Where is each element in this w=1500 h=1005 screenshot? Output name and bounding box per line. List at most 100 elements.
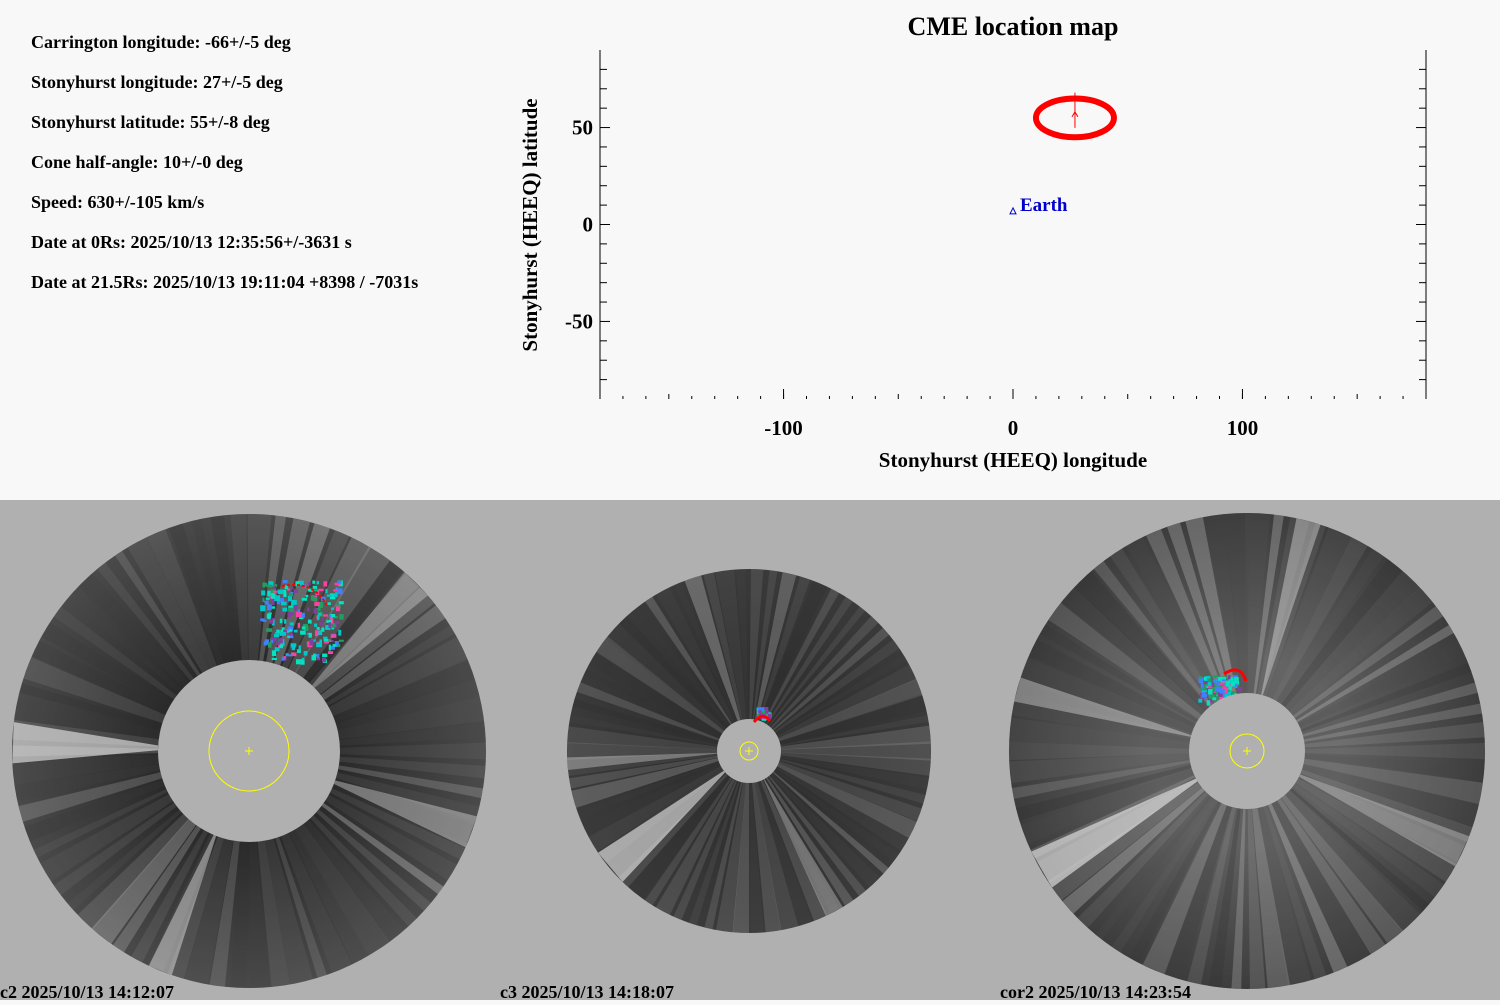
cor2-streamer bbox=[1304, 722, 1485, 748]
cor2-detection-pixel bbox=[1228, 685, 1232, 690]
c2-detection-pixel bbox=[300, 630, 306, 635]
c2-detection-pixel bbox=[313, 608, 318, 614]
c2-detection-pixel bbox=[274, 584, 278, 587]
c2-streamer bbox=[53, 802, 177, 896]
c2-streamer bbox=[249, 841, 270, 988]
c2-detection-pixel bbox=[298, 580, 304, 586]
c2-detection-pixel bbox=[303, 624, 309, 631]
y-axis-label: Stonyhurst (HEEQ) latitude bbox=[518, 98, 542, 351]
cor2-streamer bbox=[1039, 624, 1198, 723]
c3-streamer bbox=[754, 781, 799, 931]
c2-streamer bbox=[77, 813, 190, 930]
c3-streamer bbox=[778, 761, 922, 822]
cor2-detection-pixel bbox=[1198, 697, 1205, 700]
c2-streamer bbox=[78, 573, 189, 688]
c2-streamer bbox=[302, 819, 405, 943]
cor2-streamer bbox=[1015, 764, 1192, 821]
cor2-label: cor2 2025/10/13 14:23:54 bbox=[1000, 982, 1191, 1002]
c2-detection-pixel bbox=[266, 628, 273, 632]
cor2-detection-pixel bbox=[1222, 685, 1227, 690]
c3-detection-pixel bbox=[765, 708, 769, 714]
cor2-streamer bbox=[1253, 514, 1284, 694]
c3-streamer bbox=[569, 755, 718, 789]
c2-detection-pixel bbox=[289, 635, 294, 639]
c2-detection-pixel bbox=[267, 642, 272, 648]
cor2-detection-pixel bbox=[1203, 681, 1208, 685]
c2-detection-pixel bbox=[328, 651, 334, 655]
c2-detection-pixel bbox=[283, 589, 287, 594]
cor2-streamer bbox=[1187, 807, 1236, 985]
c2-streamer bbox=[247, 514, 272, 661]
c3-streamer bbox=[628, 774, 731, 900]
cor2-detection-pixel bbox=[1216, 678, 1220, 685]
info-line: Cone half-angle: 10+/-0 deg bbox=[31, 152, 243, 172]
c3-panel: c3 2025/10/13 14:18:07 bbox=[500, 500, 1000, 1002]
c2-detection-pixel bbox=[303, 651, 308, 656]
x-tick-label: -100 bbox=[764, 416, 803, 440]
c2-detection-pixel bbox=[298, 616, 304, 620]
cor2-streamer bbox=[1263, 522, 1326, 697]
c2-detection-pixel bbox=[321, 617, 324, 621]
c2-streamer bbox=[316, 809, 431, 911]
cor2-detection-pixel bbox=[1199, 693, 1204, 696]
c2-streamer bbox=[148, 833, 217, 972]
c2-streamer bbox=[280, 832, 353, 973]
cor2-streamer bbox=[1011, 760, 1191, 799]
c2-detection-pixel bbox=[299, 612, 305, 618]
c2-detection-pixel bbox=[339, 639, 344, 642]
c2-detection-pixel bbox=[271, 593, 275, 599]
c2-streamer bbox=[91, 819, 197, 944]
c3-streamer bbox=[760, 779, 827, 921]
c3-streamer bbox=[752, 570, 778, 720]
earth-label: Earth bbox=[1020, 195, 1068, 216]
cor2-bright-streamer bbox=[1261, 518, 1321, 696]
c3-streamer bbox=[770, 773, 880, 888]
c2-detection-pixel bbox=[328, 644, 331, 651]
cme-location-map: CME location map -100 0 100 -50 0 50 Earth St… bbox=[518, 12, 1427, 472]
c2-streamer bbox=[67, 809, 182, 911]
c2-detection-pixel bbox=[279, 644, 283, 649]
info-line: Stonyhurst latitude: 55+/-8 deg bbox=[31, 112, 270, 132]
c3-streamer bbox=[732, 782, 750, 933]
c2-streamer bbox=[230, 514, 248, 661]
cor2-streamer bbox=[1060, 585, 1206, 716]
c2-sun-circle bbox=[208, 710, 290, 792]
c2-detection-pixel bbox=[305, 594, 309, 598]
c3-streamer bbox=[777, 763, 917, 839]
c2-detection-pixel bbox=[295, 581, 300, 587]
c3-streamer bbox=[775, 766, 909, 851]
c2-image bbox=[12, 514, 486, 988]
c2-detection-pixel bbox=[323, 636, 328, 640]
cor2-streamer bbox=[1163, 805, 1232, 981]
c2-streamer bbox=[332, 658, 475, 723]
c2-detection-pixel bbox=[264, 639, 270, 645]
cor2-streamer bbox=[1277, 798, 1386, 955]
c2-detection-pixel bbox=[328, 622, 332, 628]
c2-detection-pixel bbox=[308, 632, 312, 638]
c2-detection-pixel bbox=[280, 612, 284, 615]
c2-detection-pixel bbox=[274, 647, 280, 652]
c3-streamer bbox=[688, 781, 740, 926]
cor2-streamer bbox=[1142, 803, 1227, 975]
c3-streamer bbox=[780, 741, 931, 761]
c2-streamer bbox=[209, 840, 240, 987]
c2-detection-pixel bbox=[327, 602, 331, 605]
c2-streamer bbox=[309, 573, 420, 688]
c2-detection-pixel bbox=[329, 614, 332, 618]
cor2-detection-pixel bbox=[1212, 675, 1219, 679]
c2-detection-pixel bbox=[276, 629, 280, 634]
c2-streamer bbox=[332, 779, 475, 844]
c2-detection-pixel bbox=[271, 618, 276, 621]
c2-detection-pixel bbox=[322, 614, 328, 617]
c2-detection-pixel bbox=[335, 644, 339, 648]
c2-detection-pixel bbox=[290, 643, 297, 647]
c2-detection-pixel bbox=[275, 631, 278, 637]
cor2-detection-pixel bbox=[1216, 681, 1221, 687]
c2-streamer bbox=[14, 764, 161, 802]
c2-detection-pixel bbox=[283, 656, 286, 660]
c3-detection-pixel bbox=[756, 711, 760, 718]
cor2-detection-pixel bbox=[1209, 682, 1215, 687]
c3-streamer bbox=[656, 587, 736, 724]
c3-streamer bbox=[645, 596, 733, 725]
c2-streamer bbox=[41, 622, 173, 708]
